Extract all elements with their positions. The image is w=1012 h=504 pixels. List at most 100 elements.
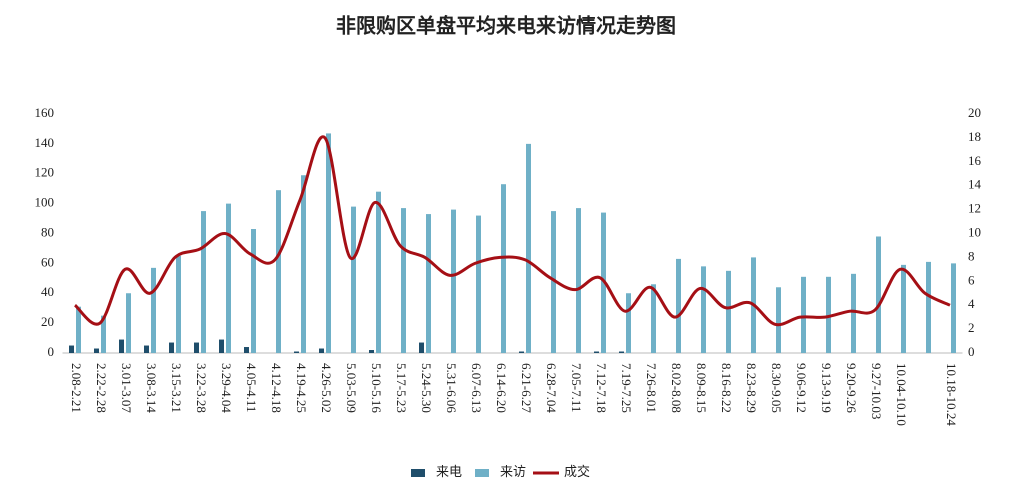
bar (726, 270, 731, 353)
x-tick-label: 3.01-3.07 (119, 363, 134, 413)
x-tick-label: 7.26-8.01 (644, 363, 659, 413)
bar (551, 211, 556, 353)
bar (519, 351, 524, 353)
y2-tick-label: 12 (968, 201, 981, 216)
x-tick-label: 4.19-4.25 (294, 363, 309, 413)
x-tick-label: 8.30-9.05 (769, 363, 784, 413)
bar (244, 347, 249, 353)
bar (151, 267, 156, 353)
bar (594, 351, 599, 353)
y-tick-label: 160 (35, 105, 55, 120)
y2-tick-label: 6 (968, 272, 975, 287)
bar (169, 342, 174, 353)
x-tick-label: 6.07-6.13 (469, 363, 484, 413)
bar (426, 214, 431, 353)
bar (119, 339, 124, 353)
legend-label: 来电 (436, 464, 462, 479)
y-tick-label: 60 (41, 254, 54, 269)
x-tick-label: 6.28-7.04 (544, 363, 559, 413)
bar (201, 211, 206, 353)
bar (276, 190, 281, 353)
bar (651, 284, 656, 353)
bar (76, 306, 81, 353)
x-tick-label: 3.22-3.28 (194, 363, 209, 413)
bar (776, 287, 781, 353)
bar (826, 276, 831, 353)
x-tick-label: 4.05-4.11 (244, 363, 259, 412)
x-tick-label: 3.15-3.21 (169, 363, 184, 413)
y2-tick-label: 4 (968, 296, 975, 311)
bar (369, 350, 374, 353)
x-tick-label: 6.14-6.20 (494, 363, 509, 413)
y2-tick-label: 20 (968, 105, 981, 120)
x-tick-label: 5.17-5.23 (394, 363, 409, 413)
y-tick-label: 140 (35, 135, 55, 150)
y2-tick-label: 14 (968, 177, 982, 192)
bar (951, 263, 956, 353)
bar (926, 261, 931, 353)
bar (619, 351, 624, 353)
legend-swatch (411, 469, 425, 477)
x-tick-label: 10.04-10.10 (894, 363, 909, 426)
bar (576, 208, 581, 353)
legend-swatch (475, 469, 489, 477)
x-tick-label: 5.24-5.30 (419, 363, 434, 413)
x-tick-label: 3.29-4.04 (219, 363, 234, 413)
bar (676, 258, 681, 353)
bar (94, 348, 99, 353)
x-tick-label: 8.09-8.15 (694, 363, 709, 413)
bar (801, 276, 806, 353)
y2-tick-label: 8 (968, 248, 975, 263)
y-tick-label: 100 (35, 195, 55, 210)
x-tick-label: 5.10-5.16 (369, 363, 384, 413)
bar (326, 133, 331, 353)
y2-tick-label: 16 (968, 153, 982, 168)
bar (144, 345, 149, 353)
legend-label: 来访 (500, 464, 526, 479)
bar (251, 229, 256, 353)
bar (69, 345, 74, 353)
bar (476, 215, 481, 353)
x-tick-label: 9.27-10.03 (869, 363, 884, 419)
bar (226, 203, 231, 353)
y-tick-label: 120 (35, 165, 55, 180)
x-tick-label: 2.08-2.21 (69, 363, 84, 413)
y2-tick-label: 2 (968, 320, 975, 335)
bar (219, 339, 224, 353)
y-tick-label: 80 (41, 224, 54, 239)
y2-tick-label: 10 (968, 224, 981, 239)
bar (526, 143, 531, 353)
x-tick-label: 5.31-6.06 (444, 363, 459, 413)
bar (401, 208, 406, 353)
x-tick-label: 9.13-9.19 (819, 363, 834, 413)
bar (301, 175, 306, 353)
x-tick-label: 9.06-9.12 (794, 363, 809, 413)
bar (701, 266, 706, 353)
x-tick-label: 6.21-6.27 (519, 363, 534, 413)
x-tick-label: 8.23-8.29 (744, 363, 759, 413)
x-tick-label: 4.12-4.18 (269, 363, 284, 413)
bar (626, 293, 631, 353)
bar (501, 184, 506, 353)
bar (176, 255, 181, 353)
y-tick-label: 20 (41, 314, 54, 329)
x-tick-label: 5.03-5.09 (344, 363, 359, 413)
legend-label: 成交 (564, 464, 590, 479)
y2-tick-label: 0 (968, 344, 975, 359)
bar (194, 342, 199, 353)
line (73, 135, 951, 327)
y-tick-label: 0 (48, 344, 55, 359)
x-tick-label: 10.18-10.24 (944, 363, 959, 426)
bar (101, 315, 106, 353)
bar (901, 264, 906, 353)
bar (851, 273, 856, 353)
x-tick-label: 8.16-8.22 (719, 363, 734, 413)
x-tick-label: 9.20-9.26 (844, 363, 859, 413)
bar (351, 206, 356, 353)
x-tick-label: 2.22-2.28 (94, 363, 109, 413)
bar (419, 342, 424, 353)
bar (319, 348, 324, 353)
bar (376, 191, 381, 353)
x-tick-label: 7.12-7.18 (594, 363, 609, 413)
x-tick-label: 3.08-3.14 (144, 363, 159, 413)
